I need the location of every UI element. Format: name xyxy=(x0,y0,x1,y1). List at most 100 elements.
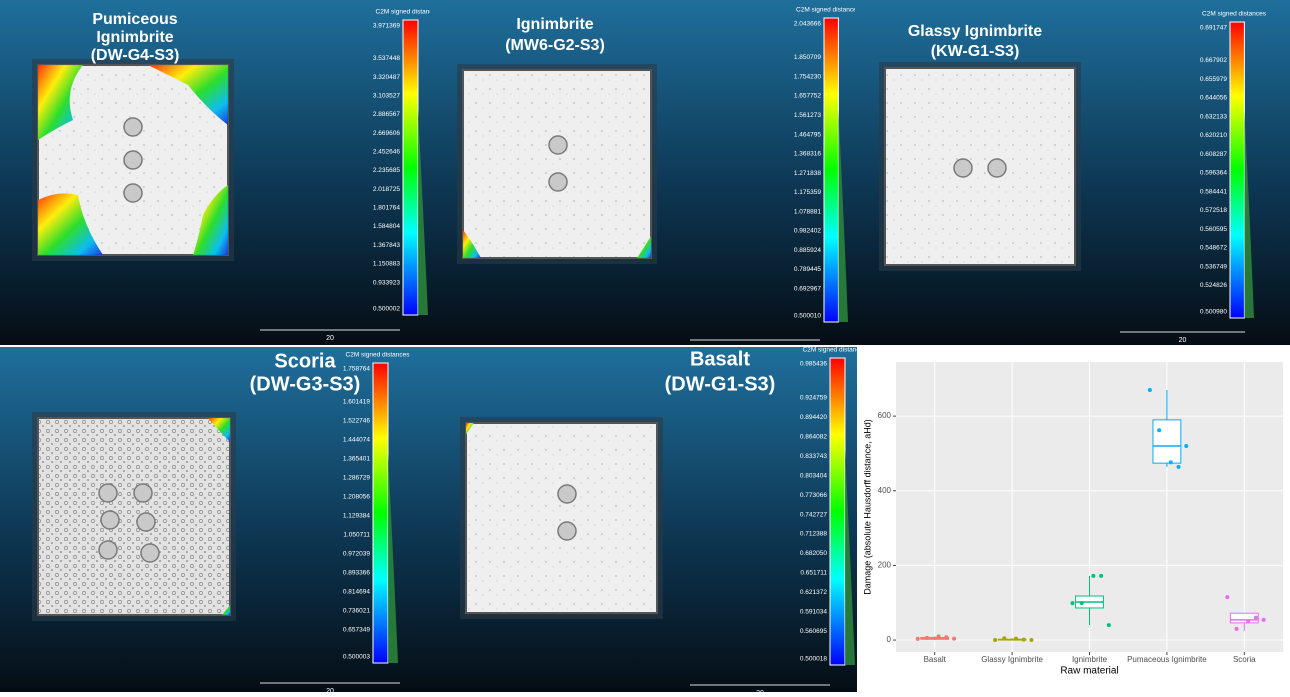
data-point xyxy=(1177,465,1181,469)
colorbar-tick-label: 1.657752 xyxy=(794,93,821,100)
colorbar-tick-label: 0.548672 xyxy=(1200,245,1227,252)
data-point xyxy=(1235,627,1239,631)
specimen-surface xyxy=(466,423,657,613)
colorbar-tick-label: 1.367843 xyxy=(373,242,400,249)
y-tick-label: 200 xyxy=(878,561,892,570)
panel-title: Pumiceous xyxy=(92,11,177,28)
data-point xyxy=(944,635,948,639)
y-axis-label: Damage (absolute Hausdorff distance, aHd… xyxy=(862,419,872,594)
colorbar-tick-label: 2.018725 xyxy=(373,186,400,193)
colorbar-tick-label: 0.608287 xyxy=(1200,151,1227,158)
indentation xyxy=(124,184,142,202)
colorbar-tick-label: 1.444074 xyxy=(343,437,370,444)
colorbar-tick-label: 0.985436 xyxy=(800,361,827,368)
colorbar-tick-label: 1.175359 xyxy=(794,189,821,196)
panel-title: (MW6-G2-S3) xyxy=(505,37,605,54)
data-point xyxy=(993,638,997,642)
colorbar-tick-label: 0.814694 xyxy=(343,589,370,596)
indentation xyxy=(101,511,119,529)
colorbar-tick-label: 0.620210 xyxy=(1200,132,1227,139)
data-point xyxy=(1225,595,1229,599)
colorbar-tick-label: 0.691747 xyxy=(1200,25,1227,32)
data-point xyxy=(916,637,920,641)
colorbar-tick-label: 0.894420 xyxy=(800,414,827,421)
colorbar-tick-label: 0.773066 xyxy=(800,492,827,499)
panel-title: Ignimbrite xyxy=(96,29,173,46)
colorbar-tick-label: 1.271838 xyxy=(794,170,821,177)
data-point xyxy=(1099,574,1103,578)
indentation xyxy=(954,159,972,177)
data-point xyxy=(1157,428,1161,432)
colorbar-tick-label: 0.591034 xyxy=(800,609,827,616)
colorbar-tick-label: 0.933923 xyxy=(373,279,400,286)
colorbar-tick-label: 0.682050 xyxy=(800,550,827,557)
data-point xyxy=(1022,638,1026,642)
x-tick-label: Scoria xyxy=(1233,655,1256,664)
data-point xyxy=(925,636,929,640)
colorbar-tick-label: 2.886567 xyxy=(373,111,400,118)
colorbar-tick-label: 0.632133 xyxy=(1200,113,1227,120)
colorbar-tick-label: 1.522746 xyxy=(343,418,370,425)
colorbar-tick-label: 0.621372 xyxy=(800,589,827,596)
colorbar-tick-label: 0.651711 xyxy=(800,570,827,577)
panel-title: (DW-G4-S3) xyxy=(91,47,180,64)
indentation xyxy=(988,159,1006,177)
data-point xyxy=(1014,637,1018,641)
scale-label: 20 xyxy=(326,335,334,342)
x-axis-label: Raw material xyxy=(1060,666,1118,677)
data-point xyxy=(1262,618,1266,622)
y-tick-label: 600 xyxy=(878,411,892,420)
panel-title: (DW-G3-S3) xyxy=(250,373,361,395)
specimen-surface xyxy=(463,70,651,258)
colorbar-tick-label: 0.982402 xyxy=(794,228,821,235)
colorbar-tick-label: 0.536749 xyxy=(1200,263,1227,270)
colorbar-tick-label: 1.078881 xyxy=(794,208,821,215)
colorbar-tick-label: 0.833743 xyxy=(800,453,827,460)
colorbar-tick-label: 3.320487 xyxy=(373,74,400,81)
colorbar-title: C2M signed distances xyxy=(796,7,861,14)
scan-panel: Glassy Ignimbrite(KW-G1-S3)C2M signed di… xyxy=(855,0,1290,345)
data-point xyxy=(937,634,941,638)
indentation xyxy=(134,484,152,502)
data-point xyxy=(1148,388,1152,392)
data-point xyxy=(1169,460,1173,464)
scan-panel: Basalt(DW-G1-S3)C2M signed distances0.98… xyxy=(430,347,867,692)
colorbar-tick-label: 0.560695 xyxy=(800,628,827,635)
x-tick-label: Pumaceous Ignimbrite xyxy=(1127,655,1207,664)
indentation xyxy=(549,136,567,154)
colorbar-tick-label: 0.864082 xyxy=(800,434,827,441)
colorbar-tick-label: 1.850709 xyxy=(794,54,821,61)
colorbar-tick-label: 3.537448 xyxy=(373,55,400,62)
colorbar-tick-label: 1.464795 xyxy=(794,131,821,138)
indentation xyxy=(558,485,576,503)
colorbar-tick-label: 1.601419 xyxy=(343,399,370,406)
specimen-surface xyxy=(885,68,1075,265)
colorbar xyxy=(373,363,388,663)
indentation xyxy=(124,118,142,136)
indentation xyxy=(549,173,567,191)
colorbar-tick-label: 0.885924 xyxy=(794,247,821,254)
colorbar xyxy=(824,18,838,322)
data-point xyxy=(952,637,956,641)
panel-title: (DW-G1-S3) xyxy=(665,373,776,395)
indentation xyxy=(141,544,159,562)
x-tick-label: Basalt xyxy=(924,655,947,664)
colorbar-tick-label: 1.208056 xyxy=(343,494,370,501)
colorbar-tick-label: 0.736021 xyxy=(343,608,370,615)
scale-label: 20 xyxy=(326,688,334,692)
colorbar-tick-label: 0.893366 xyxy=(343,570,370,577)
panel-title: Glassy Ignimbrite xyxy=(908,23,1042,40)
colorbar-tick-label: 0.500003 xyxy=(343,654,370,661)
figure: PumiceousIgnimbrite(DW-G4-S3) C2M signed … xyxy=(0,0,1290,692)
colorbar-tick-label: 0.524826 xyxy=(1200,282,1227,289)
colorbar-tick-label: 0.972039 xyxy=(343,551,370,558)
y-tick-label: 400 xyxy=(878,486,892,495)
colorbar-tick-label: 1.365401 xyxy=(343,456,370,463)
data-point xyxy=(1107,623,1111,627)
data-point xyxy=(1029,638,1033,642)
colorbar-tick-label: 0.500980 xyxy=(1200,309,1227,316)
colorbar-tick-label: 0.560595 xyxy=(1200,226,1227,233)
colorbar-tick-label: 2.452646 xyxy=(373,148,400,155)
colorbar-tick-label: 0.789445 xyxy=(794,266,821,273)
box xyxy=(1153,420,1181,463)
